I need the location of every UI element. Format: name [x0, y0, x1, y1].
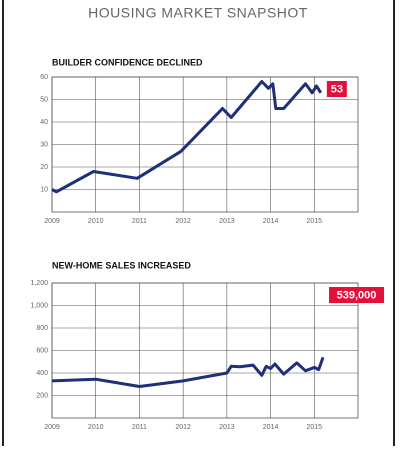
x-tick-label: 2014 — [263, 424, 279, 431]
x-tick-label: 2010 — [88, 218, 104, 225]
data-line — [51, 80, 323, 194]
value-label: 539,000 — [337, 289, 377, 301]
x-tick-label: 2010 — [88, 424, 104, 431]
x-tick-label: 2014 — [263, 218, 279, 225]
page-title: HOUSING MARKET SNAPSHOT — [88, 5, 308, 21]
y-tick-label: 600 — [36, 347, 48, 354]
y-tick-label: 1,000 — [30, 302, 48, 309]
y-tick-label: 800 — [36, 325, 48, 332]
x-tick-label: 2009 — [44, 424, 60, 431]
y-tick-label: 20 — [40, 164, 48, 171]
x-tick-label: 2013 — [219, 218, 235, 225]
x-tick-label: 2011 — [132, 424, 147, 431]
x-tick-label: 2012 — [175, 218, 191, 225]
x-tick-label: 2013 — [219, 424, 235, 431]
x-tick-label: 2009 — [44, 218, 60, 225]
x-tick-label: 2015 — [306, 218, 322, 225]
value-label-box — [329, 287, 385, 303]
y-tick-label: 30 — [40, 141, 48, 148]
y-tick-label: 50 — [40, 96, 48, 103]
y-tick-label: 200 — [36, 392, 48, 399]
chart-title: BUILDER CONFIDENCE DECLINED — [52, 57, 203, 67]
y-tick-label: 1,200 — [30, 280, 48, 287]
y-tick-label: 40 — [40, 119, 48, 126]
y-tick-label: 60 — [40, 74, 48, 81]
data-line — [51, 356, 325, 388]
x-tick-label: 2012 — [175, 424, 191, 431]
x-tick-label: 2011 — [132, 218, 147, 225]
value-label-box — [326, 81, 347, 97]
value-label: 53 — [331, 83, 343, 95]
y-tick-label: 10 — [40, 186, 48, 193]
y-tick-label: 400 — [36, 370, 48, 377]
x-tick-label: 2015 — [306, 424, 322, 431]
chart-title: NEW-HOME SALES INCREASED — [52, 260, 191, 270]
